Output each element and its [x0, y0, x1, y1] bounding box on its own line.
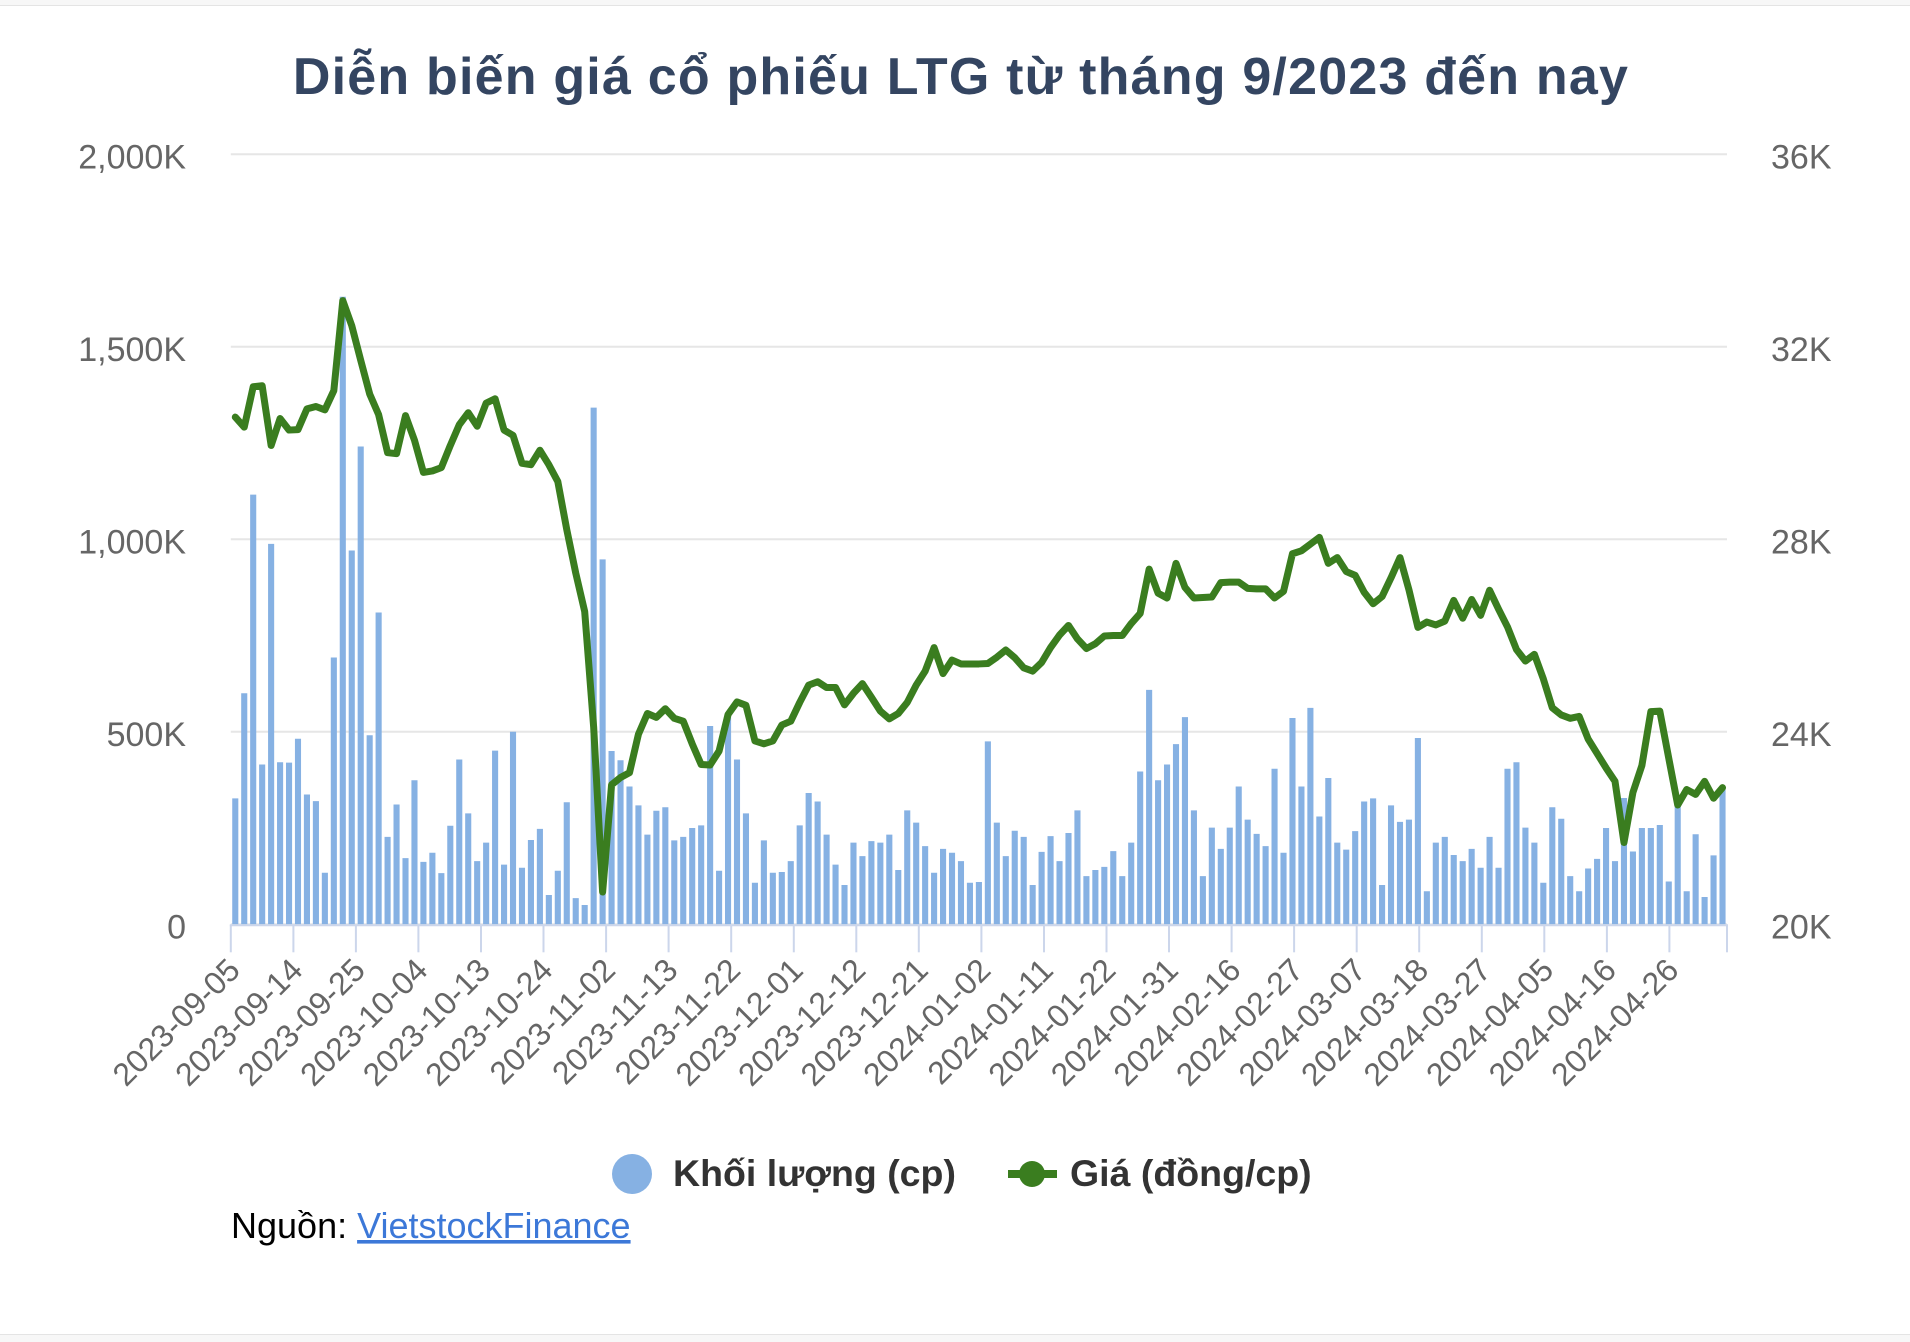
svg-text:500K: 500K [107, 716, 187, 754]
svg-text:36K: 36K [1771, 138, 1832, 176]
svg-text:0: 0 [167, 908, 186, 946]
svg-text:Nguồn: VietstockFinance: Nguồn: VietstockFinance [231, 1205, 631, 1246]
svg-text:1,500K: 1,500K [78, 331, 186, 369]
svg-text:24K: 24K [1771, 716, 1832, 754]
svg-text:Diễn biến giá cổ phiếu LTG từ: Diễn biến giá cổ phiếu LTG từ tháng 9/20… [293, 48, 1629, 106]
svg-text:1,000K: 1,000K [78, 523, 186, 561]
svg-text:32K: 32K [1771, 331, 1832, 369]
svg-text:2,000K: 2,000K [78, 138, 186, 176]
svg-text:28K: 28K [1771, 523, 1832, 561]
svg-text:Khối lượng (cp): Khối lượng (cp) [673, 1152, 956, 1194]
svg-text:Giá (đồng/cp): Giá (đồng/cp) [1070, 1152, 1312, 1194]
svg-text:20K: 20K [1771, 908, 1832, 946]
